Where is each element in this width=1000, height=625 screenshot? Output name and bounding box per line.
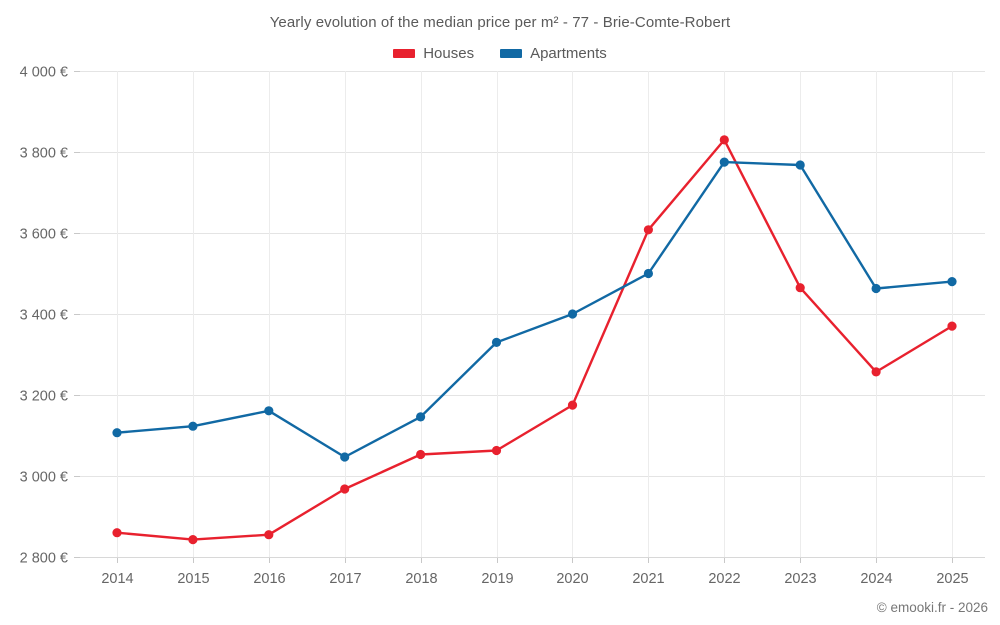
data-point-marker[interactable]: 2017 — Apartments: 3047 € [340,452,350,462]
x-axis-tick-label: 2025 [936,571,968,587]
x-axis-tick-label: 2017 [329,571,361,587]
data-point-marker[interactable]: 2021 — Houses: 3608 € [643,225,654,235]
data-point-marker[interactable]: 2020 — Houses: 3175 € [567,400,578,410]
x-axis-tick-label: 2015 [177,571,209,587]
data-point-marker[interactable]: 2019 — Apartments: 3330 € [491,337,502,347]
x-axis-tick-label: 2019 [481,571,513,587]
y-axis-tick-label: 3 000 € [20,470,68,486]
x-axis-tick-label: 2018 [405,571,437,587]
legend-label-houses: Houses [423,45,475,62]
y-axis-tick-label: 3 200 € [20,389,68,405]
data-point-marker[interactable]: 2021 — Apartments: 3500 € [643,268,654,279]
watermark-credit: © emooki.fr - 2026 [876,600,988,615]
legend-swatch-apartments [500,49,523,58]
x-axis-tick-label: 2023 [784,571,816,587]
series-line-apartments [115,160,954,459]
series-line-houses [115,138,954,541]
data-point-marker[interactable]: 2022 — Apartments: 3775 € [719,157,729,167]
y-axis-tick-label: 3 600 € [20,227,68,243]
data-point-marker[interactable]: 2019 — Houses: 3063 € [491,445,502,456]
data-point-marker[interactable]: 2023 — Apartments: 3768 € [795,160,805,170]
data-point-marker[interactable]: 2014 — Houses: 2860 € [112,528,122,538]
data-point-marker[interactable]: 2018 — Apartments: 3146 € [416,412,426,422]
x-axis-tick-label: 2020 [556,571,588,587]
data-point-marker[interactable]: 2018 — Houses: 3053 € [416,449,426,460]
data-point-marker[interactable]: 2015 — Apartments: 3123 € [188,421,198,431]
x-axis-tick-label: 2014 [101,571,133,587]
x-axis-tick-label: 2016 [253,571,285,587]
legend-item-apartments[interactable]: Apartments [500,45,607,62]
data-point-marker[interactable]: 2024 — Apartments: 3463 € [871,283,881,294]
y-axis-tick-label: 3 400 € [20,308,68,324]
y-axis-tick-label: 4 000 € [20,65,68,81]
data-point-marker[interactable]: 2016 — Houses: 2855 € [264,530,274,540]
x-axis-tick-label: 2021 [632,571,664,587]
data-point-marker[interactable]: 2024 — Houses: 3257 € [871,367,881,377]
data-point-marker[interactable]: 2015 — Houses: 2843 € [188,535,198,545]
legend-item-houses[interactable]: Houses [393,45,474,62]
y-axis-tick-label: 2 800 € [20,551,68,567]
x-axis-tick-label: 2022 [708,571,740,587]
data-point-marker[interactable]: 2017 — Houses: 2968 € [340,484,350,494]
data-point-marker[interactable]: 2014 — Apartments: 3107 € [112,428,122,438]
y-axis-tick-label: 3 800 € [20,146,68,162]
data-point-marker[interactable]: 2025 — Houses: 3370 € [947,321,957,331]
legend-swatch-houses [393,49,416,58]
legend-label-apartments: Apartments [530,45,607,62]
data-point-marker[interactable]: 2023 — Houses: 3465 € [795,283,805,293]
data-point-marker[interactable]: 2022 — Houses: 3830 € [719,135,729,145]
data-point-marker[interactable]: 2025 — Apartments: 3480 € [947,277,957,287]
x-axis-tick-label: 2024 [860,571,892,587]
chart-legend: Houses Apartments [0,45,1000,62]
data-point-marker[interactable]: 2016 — Apartments: 3161 € [264,406,274,416]
chart-title: Yearly evolution of the median price per… [269,14,731,31]
